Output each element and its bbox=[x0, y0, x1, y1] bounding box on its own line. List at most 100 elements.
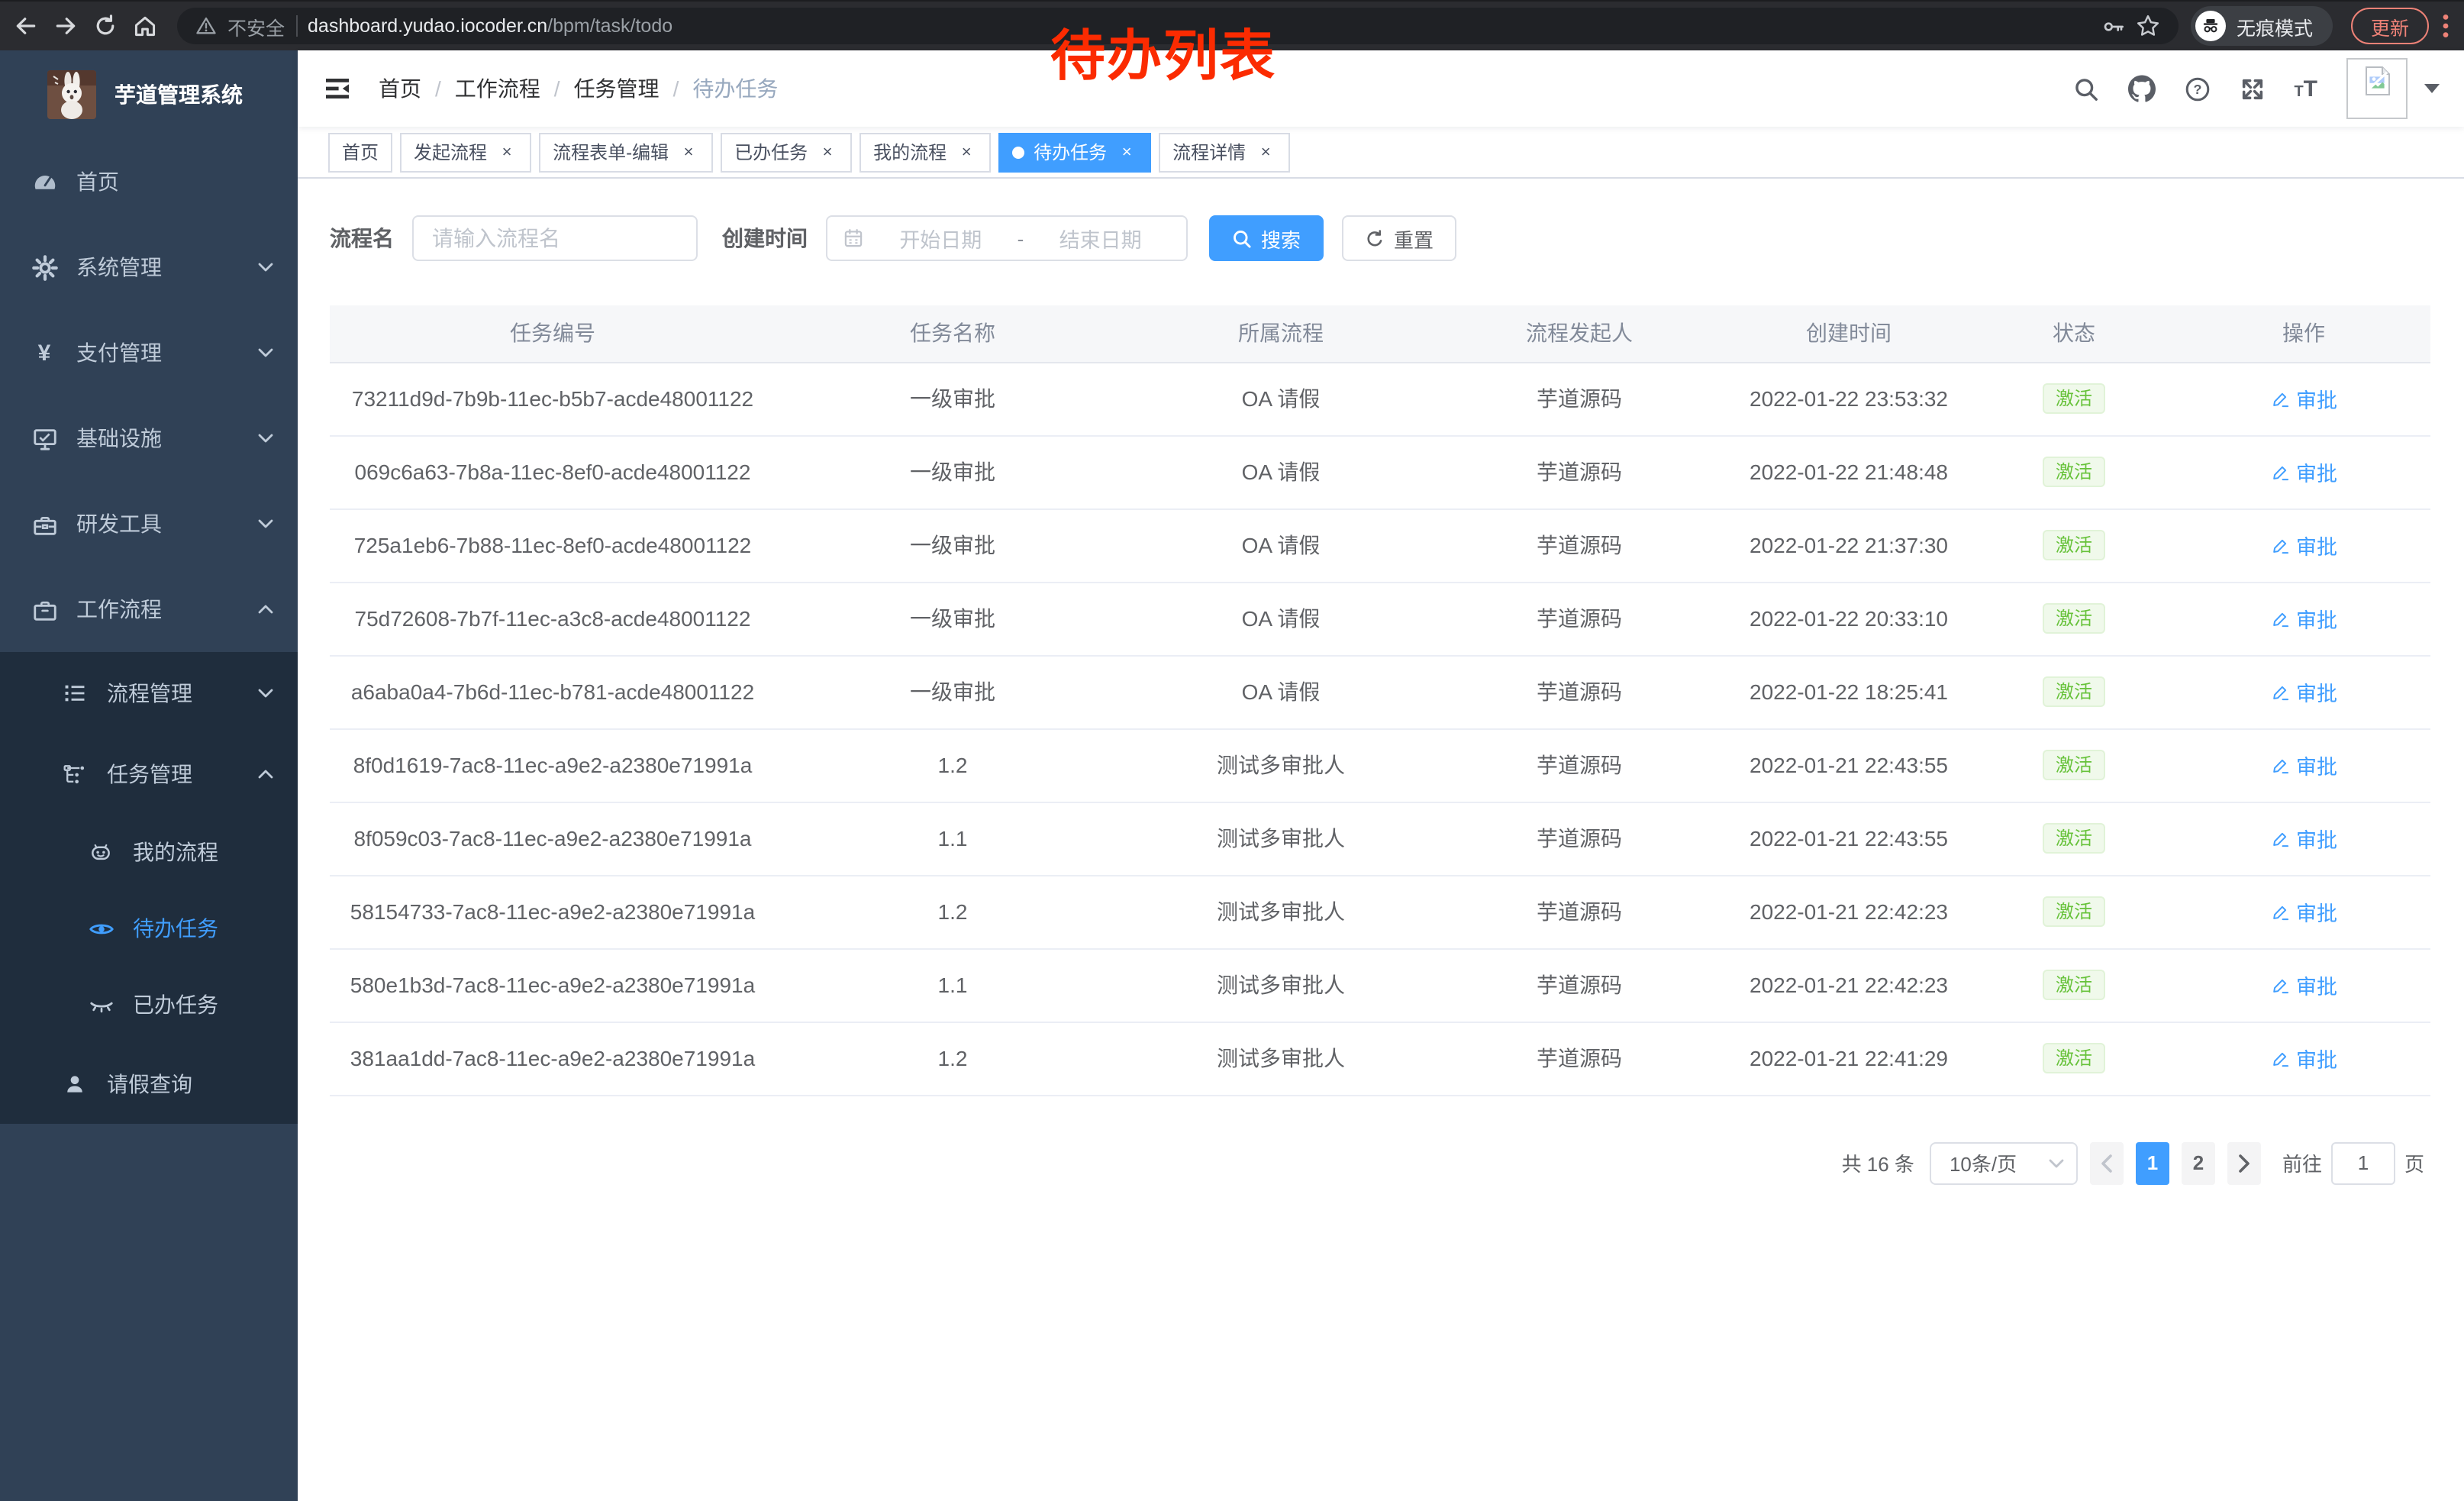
sidebar-item-todo-tasks[interactable]: 待办任务 bbox=[0, 890, 298, 967]
breadcrumb-home[interactable]: 首页 bbox=[379, 76, 421, 101]
flow-tree-icon bbox=[61, 761, 89, 786]
start-date-placeholder[interactable]: 开始日期 bbox=[899, 229, 982, 252]
avatar-caret-icon[interactable] bbox=[2424, 84, 2440, 93]
cell-task-id: 8f0d1619-7ac8-11ec-a9e2-a2380e71991a bbox=[330, 728, 776, 802]
status-badge: 激活 bbox=[2043, 383, 2104, 414]
table-row: 069c6a63-7b8a-11ec-8ef0-acde48001122 一级审批… bbox=[330, 435, 2430, 509]
col-created: 创建时间 bbox=[1727, 305, 1971, 363]
table-row: 580e1b3d-7ac8-11ec-a9e2-a2380e71991a 1.1 测… bbox=[330, 948, 2430, 1022]
browser-menu-icon[interactable] bbox=[2443, 14, 2449, 38]
end-date-placeholder[interactable]: 结束日期 bbox=[1059, 229, 1142, 252]
goto-suffix: 页 bbox=[2404, 1153, 2424, 1176]
breadcrumb: 首页 / 工作流程 / 任务管理 / 待办任务 bbox=[379, 73, 778, 104]
address-bar[interactable]: 不安全 dashboard.yudao.iocoder.cn/bpm/task/… bbox=[177, 8, 2179, 44]
tab-done-tasks[interactable]: 已办任务 × bbox=[721, 132, 853, 172]
cell-task-id: 8f059c03-7ac8-11ec-a9e2-a2380e71991a bbox=[330, 802, 776, 876]
tab-process-detail[interactable]: 流程详情 × bbox=[1159, 132, 1291, 172]
password-key-icon[interactable] bbox=[2102, 15, 2125, 37]
tab-close-icon[interactable]: × bbox=[822, 143, 833, 161]
pagination: 共 16 条 10条/页 1 2 前往 页 bbox=[330, 1141, 2430, 1184]
tab-my-process[interactable]: 我的流程 × bbox=[859, 132, 992, 172]
tab-home[interactable]: 首页 bbox=[328, 132, 393, 172]
approve-link[interactable]: 审批 bbox=[2270, 530, 2337, 560]
search-button[interactable]: 搜索 bbox=[1209, 215, 1324, 261]
approve-link[interactable]: 审批 bbox=[2270, 1043, 2337, 1073]
breadcrumb-task-mgmt[interactable]: 任务管理 bbox=[573, 76, 660, 101]
approve-link[interactable]: 审批 bbox=[2270, 896, 2337, 927]
sidebar-item-payment[interactable]: ¥ 支付管理 bbox=[0, 310, 298, 395]
tab-start-process[interactable]: 发起流程 × bbox=[400, 132, 532, 172]
table-row: 8f0d1619-7ac8-11ec-a9e2-a2380e71991a 1.2 测… bbox=[330, 728, 2430, 802]
cell-task-id: 725a1eb6-7b88-11ec-8ef0-acde48001122 bbox=[330, 508, 776, 583]
browser-update-button[interactable]: 更新 bbox=[2350, 8, 2429, 44]
approve-link[interactable]: 审批 bbox=[2270, 970, 2337, 1000]
status-badge: 激活 bbox=[2043, 970, 2104, 1000]
breadcrumb-separator: / bbox=[435, 76, 441, 101]
tab-close-icon[interactable]: × bbox=[683, 143, 694, 161]
sidebar-item-workflow[interactable]: 工作流程 bbox=[0, 567, 298, 652]
sidebar-item-infra[interactable]: 基础设施 bbox=[0, 395, 298, 481]
col-task-name: 任务名称 bbox=[776, 305, 1130, 363]
sidebar-item-devtools[interactable]: 研发工具 bbox=[0, 481, 298, 567]
tab-form-edit[interactable]: 流程表单-编辑 × bbox=[539, 132, 714, 172]
eye-open-icon bbox=[87, 915, 114, 941]
approve-link[interactable]: 审批 bbox=[2270, 603, 2337, 634]
sidebar-item-leave-query[interactable]: 请假查询 bbox=[0, 1043, 298, 1124]
browser-forward-icon[interactable] bbox=[46, 6, 85, 46]
breadcrumb-workflow[interactable]: 工作流程 bbox=[454, 76, 540, 101]
fullscreen-icon[interactable] bbox=[2239, 76, 2265, 102]
cell-task-id: a6aba0a4-7b6d-11ec-b781-acde48001122 bbox=[330, 655, 776, 729]
red-annotation-text: 待办列表 bbox=[1050, 24, 1277, 87]
todo-task-table: 任务编号 任务名称 所属流程 流程发起人 创建时间 状态 操作 73211d9d… bbox=[330, 305, 2430, 1096]
tab-close-icon[interactable]: × bbox=[961, 143, 972, 161]
sidebar-item-home[interactable]: 首页 bbox=[0, 139, 298, 224]
tab-close-icon[interactable]: × bbox=[1260, 143, 1271, 161]
date-range-picker[interactable]: 开始日期 - 结束日期 bbox=[826, 215, 1188, 261]
github-icon[interactable] bbox=[2127, 75, 2156, 102]
browser-reload-icon[interactable] bbox=[85, 6, 125, 46]
status-badge: 激活 bbox=[2043, 530, 2104, 560]
approve-link[interactable]: 审批 bbox=[2270, 383, 2337, 414]
sidebar-item-task-mgmt[interactable]: 任务管理 bbox=[0, 733, 298, 814]
date-range-separator: - bbox=[1017, 227, 1024, 250]
search-icon[interactable] bbox=[2072, 76, 2098, 102]
sidebar-item-my-process[interactable]: 我的流程 bbox=[0, 814, 298, 890]
font-size-icon[interactable]: TT bbox=[2294, 76, 2317, 102]
sidebar-item-system[interactable]: 系统管理 bbox=[0, 224, 298, 310]
security-label[interactable]: 不安全 bbox=[227, 18, 285, 39]
sidebar-item-done-tasks[interactable]: 已办任务 bbox=[0, 967, 298, 1043]
cell-task-id: 58154733-7ac8-11ec-a9e2-a2380e71991a bbox=[330, 875, 776, 949]
pagination-page-2[interactable]: 2 bbox=[2181, 1141, 2215, 1184]
table-row: 8f059c03-7ac8-11ec-a9e2-a2380e71991a 1.1 测… bbox=[330, 802, 2430, 876]
bookmark-star-icon[interactable] bbox=[2136, 14, 2160, 38]
svg-text:?: ? bbox=[2193, 81, 2201, 96]
status-badge: 激活 bbox=[2043, 823, 2104, 854]
briefcase-icon bbox=[31, 596, 58, 622]
browser-back-icon[interactable] bbox=[6, 6, 46, 46]
avatar[interactable] bbox=[2346, 58, 2408, 119]
security-warning-icon[interactable] bbox=[195, 15, 217, 37]
approve-link[interactable]: 审批 bbox=[2270, 676, 2337, 707]
tab-todo-tasks[interactable]: 待办任务 × bbox=[998, 132, 1152, 172]
status-badge: 激活 bbox=[2043, 676, 2104, 707]
process-name-input[interactable] bbox=[412, 215, 698, 261]
tab-close-icon[interactable]: × bbox=[502, 143, 512, 161]
approve-link[interactable]: 审批 bbox=[2270, 457, 2337, 487]
sidebar-logo-row: 芋道管理系统 bbox=[0, 50, 298, 139]
approve-link[interactable]: 审批 bbox=[2270, 750, 2337, 780]
pagination-prev-button[interactable] bbox=[2089, 1141, 2124, 1184]
help-icon[interactable]: ? bbox=[2184, 76, 2210, 102]
pagination-page-1[interactable]: 1 bbox=[2135, 1141, 2169, 1184]
reset-button[interactable]: 重置 bbox=[1342, 215, 1457, 261]
tab-close-icon[interactable]: × bbox=[1121, 143, 1132, 161]
sidebar-item-process-mgmt[interactable]: 流程管理 bbox=[0, 652, 298, 733]
hamburger-icon[interactable] bbox=[321, 72, 354, 105]
page-size-select[interactable]: 10条/页 bbox=[1929, 1141, 2078, 1184]
browser-home-icon[interactable] bbox=[125, 6, 165, 46]
url-text[interactable]: dashboard.yudao.iocoder.cn/bpm/task/todo bbox=[308, 15, 673, 37]
chevron-down-icon bbox=[2049, 1158, 2064, 1167]
pagination-next-button[interactable] bbox=[2227, 1141, 2261, 1184]
approve-link[interactable]: 审批 bbox=[2270, 823, 2337, 854]
goto-page-input[interactable] bbox=[2330, 1141, 2395, 1184]
gear-icon bbox=[31, 254, 58, 280]
